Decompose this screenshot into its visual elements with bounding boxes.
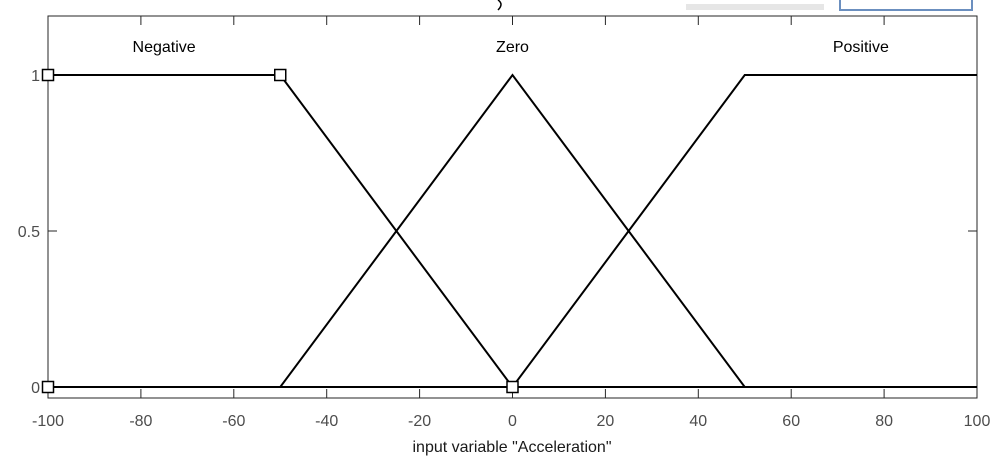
y-tick-label: 0.5 [18,224,40,241]
series-label-negative: Negative [133,39,196,56]
axes-box [47,15,978,399]
x-tick-label: 100 [964,413,991,430]
x-tick-label: -60 [222,413,245,430]
series-line-positive[interactable] [48,74,977,388]
x-tick-label: 20 [597,413,615,430]
top-panel-fragment [839,0,973,11]
series-label-positive: Positive [833,39,889,56]
selection-marker[interactable] [41,380,55,394]
series-line-zero[interactable] [48,73,977,388]
tick-marks [47,16,978,398]
x-tick-labels: -100 -80 -60 -40 -20 0 20 40 60 80 100 [32,413,990,430]
top-scrollbar-fragment [686,4,824,10]
x-tick-label: -20 [408,413,431,430]
selection-marker[interactable] [41,68,55,82]
x-tick-label: 0 [508,413,517,430]
membership-lines [48,73,977,388]
membership-labels: Negative Zero Positive [133,39,889,56]
selection-markers [41,68,519,394]
x-tick-label: -100 [32,413,64,430]
y-tick-label: 1 [31,68,40,85]
x-tick-label: 40 [689,413,707,430]
series-line-negative[interactable] [48,74,977,388]
selection-marker[interactable] [506,380,519,394]
plot-frame [47,15,978,399]
x-tick-label: -80 [129,413,152,430]
series-label-zero: Zero [496,39,529,56]
x-tick-label: -40 [315,413,338,430]
y-tick-labels: 00.51 [18,68,40,397]
x-axis-label: input variable "Acceleration" [412,439,611,456]
y-tick-label: 0 [31,380,40,397]
x-tick-label: 80 [875,413,893,430]
top-text-fragment [497,0,502,11]
x-tick-label: 60 [782,413,800,430]
selection-marker[interactable] [274,68,287,82]
